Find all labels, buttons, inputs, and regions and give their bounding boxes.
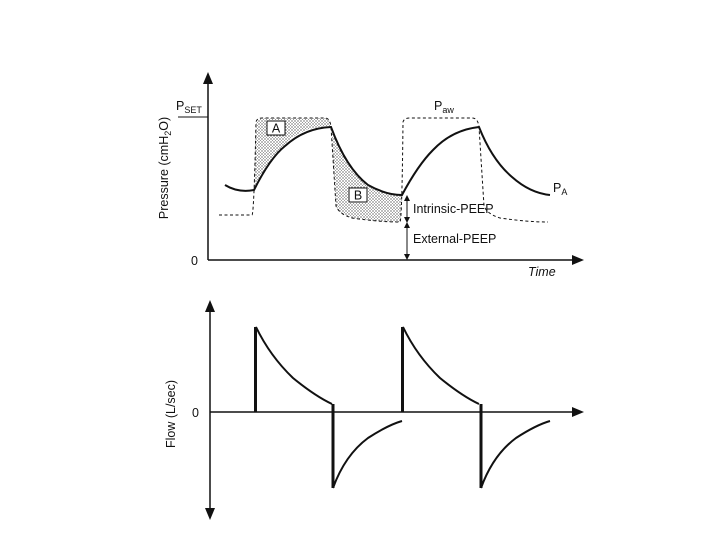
pressure-panel: A B Intrinsic-PEEP External-PEEP PSET Pa… (157, 72, 584, 279)
external-peep-arrow (404, 222, 410, 260)
region-a-label: A (272, 122, 281, 136)
time-axis-label: Time (528, 265, 556, 279)
flow-panel: 0 Flow (L/sec) (164, 300, 584, 520)
flow-y-axis-up-arrow-icon (205, 300, 215, 312)
region-a-box (266, 120, 286, 136)
pressure-zero-label: 0 (191, 254, 198, 268)
pressure-x-axis-arrow-icon (572, 255, 584, 265)
pa-label: PA (553, 181, 567, 197)
flow-y-axis-label: Flow (L/sec) (164, 380, 178, 448)
region-a-shading (254, 118, 331, 190)
flow-x-axis-arrow-icon (572, 407, 584, 417)
inspiratory-flow-1 (254, 326, 333, 413)
paw-label: Paw (434, 99, 454, 115)
region-b-box (348, 187, 368, 203)
region-b-label: B (354, 189, 362, 203)
intrinsic-peep-label: Intrinsic-PEEP (413, 202, 494, 216)
flow-zero-label: 0 (192, 406, 199, 420)
intrinsic-peep-arrow (404, 195, 410, 223)
expiratory-flow-1 (332, 420, 403, 489)
flow-y-axis-down-arrow-icon (205, 508, 215, 520)
region-b-shading (331, 127, 402, 222)
expiratory-flow-2 (480, 420, 551, 489)
external-peep-label: External-PEEP (413, 232, 496, 246)
pressure-y-axis-label: Pressure (cmH2O) (157, 117, 173, 219)
alveolar-pressure-curve (224, 125, 551, 197)
pressure-y-axis-arrow-icon (203, 72, 213, 84)
pset-label: PSET (176, 99, 202, 115)
inspiratory-flow-2 (401, 326, 480, 413)
